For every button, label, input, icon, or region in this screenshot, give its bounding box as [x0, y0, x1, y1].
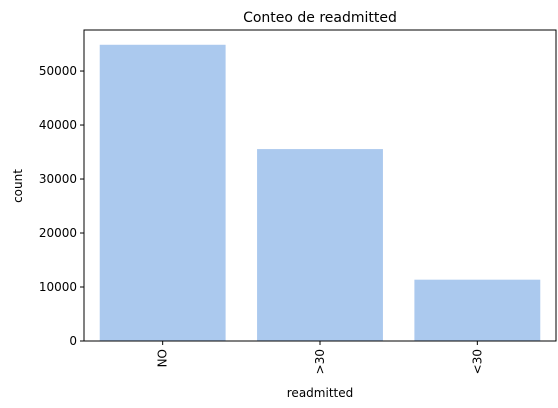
y-tick-label: 50000 [39, 64, 77, 78]
y-tick-label: 20000 [39, 226, 77, 240]
bar-0 [99, 44, 226, 342]
y-tick-label: 40000 [39, 118, 77, 132]
y-tick-label: 30000 [39, 172, 77, 186]
x-axis-label: readmitted [287, 386, 353, 400]
x-tick-label: >30 [313, 349, 327, 374]
bar-2 [414, 279, 541, 341]
bar-1 [257, 149, 383, 341]
y-tick-label: 10000 [39, 280, 77, 294]
plot-area-frame [83, 29, 557, 342]
chart-title: Conteo de readmitted [243, 10, 397, 26]
x-tick-label: NO [156, 349, 170, 367]
y-axis-label: count [11, 169, 25, 203]
x-tick-label: <30 [470, 349, 484, 374]
y-tick-label: 0 [69, 334, 77, 348]
